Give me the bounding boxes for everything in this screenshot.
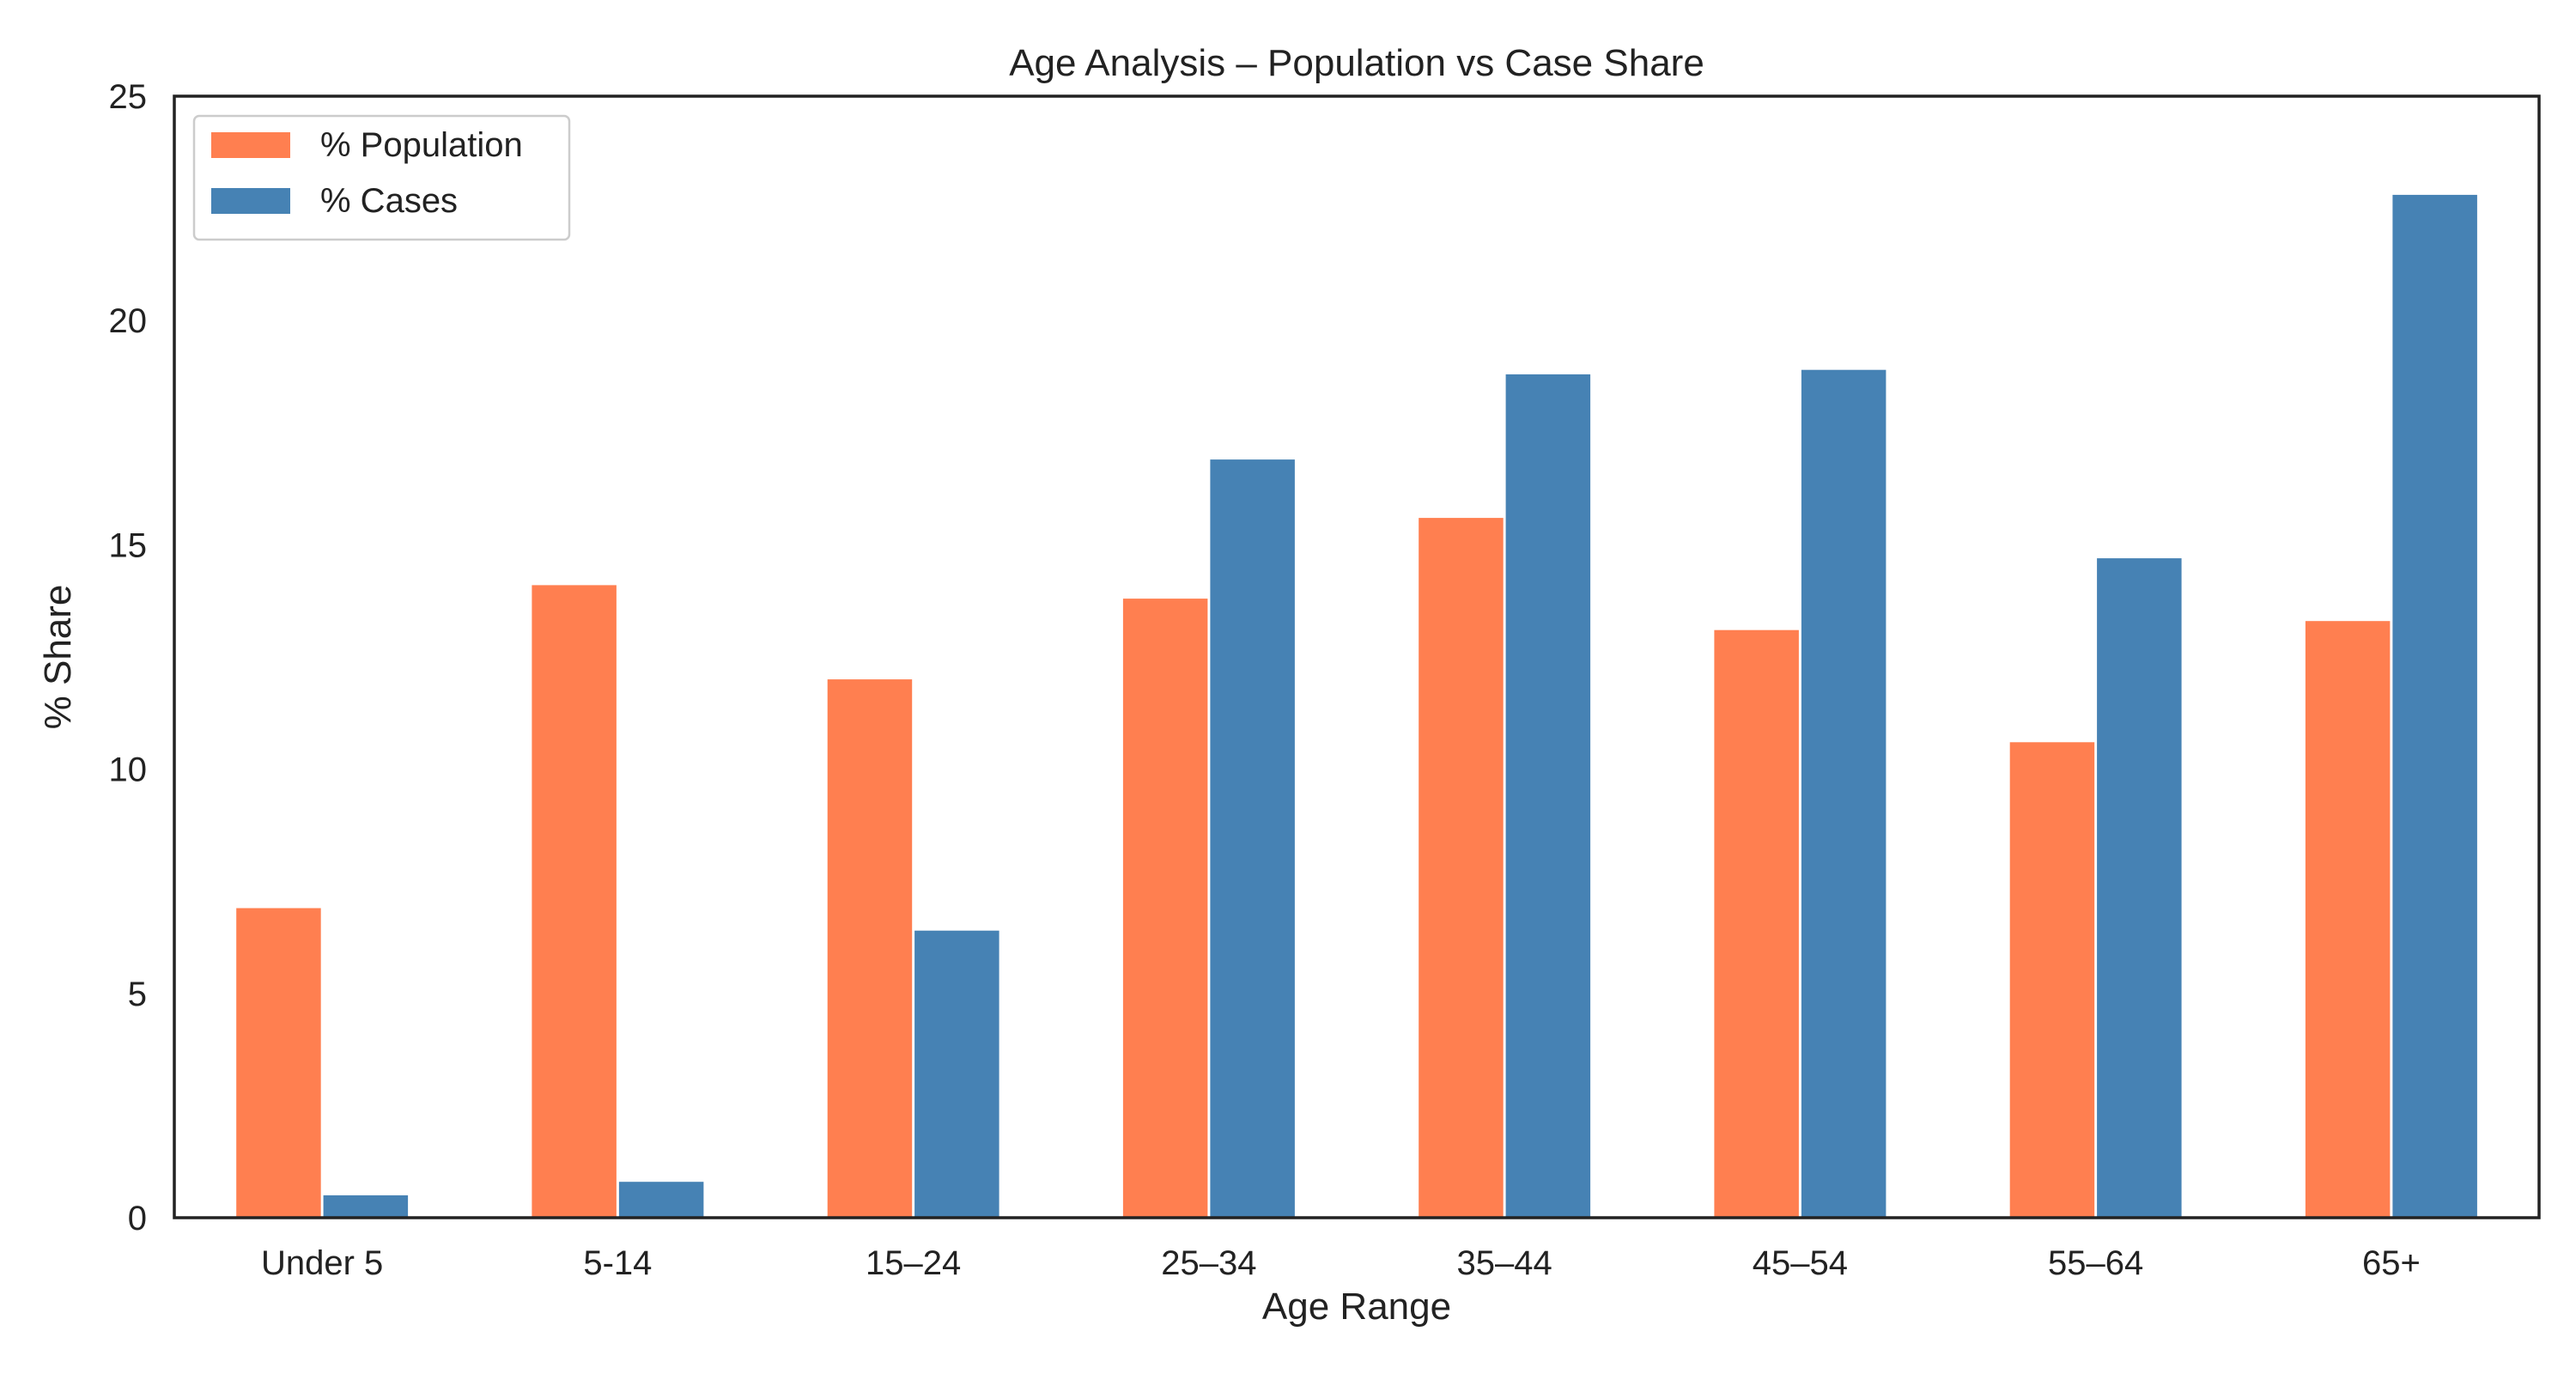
x-axis: Under 5 5-14 15–24 25–34 35–44 45–54 55–64 65+ [261,1244,2421,1282]
y-axis-label: % Share [37,585,79,730]
x-tick-label: 25–34 [1161,1244,1256,1282]
legend-label-cases: % Cases [320,182,458,220]
bars-layer [236,194,2477,1218]
bar-cases-8 [2392,194,2477,1218]
chart-title: Age Analysis – Population vs Case Share [1009,42,1704,84]
legend-swatch-population [211,132,290,158]
y-tick-label: 25 [109,78,148,116]
plot-frame [173,94,2541,1219]
x-tick-label: 65+ [2362,1244,2421,1282]
bar-population-4 [1122,599,1208,1218]
bar-population-1 [236,908,321,1218]
bar-population-2 [532,585,617,1218]
legend-swatch-cases [211,188,290,214]
bar-population-6 [1714,629,1799,1218]
bar-population-3 [827,679,913,1218]
bar-population-7 [2009,742,2095,1218]
y-tick-label: 15 [109,526,148,564]
bar-cases-3 [914,930,999,1218]
x-tick-label: 5-14 [583,1244,652,1282]
bar-cases-2 [618,1182,704,1218]
y-tick-label: 10 [109,751,148,789]
legend-label-population: % Population [320,126,523,164]
bar-cases-5 [1505,374,1591,1218]
bar-population-5 [1419,518,1504,1218]
bar-cases-4 [1210,459,1295,1218]
x-tick-label: Under 5 [261,1244,383,1282]
y-tick-label: 0 [128,1200,147,1237]
y-tick-label: 20 [109,302,148,340]
y-tick-label: 5 [128,976,147,1013]
legend: % Population % Cases [192,114,571,241]
y-axis: 0 5 10 15 20 25 [109,78,148,1237]
x-tick-label: 35–44 [1456,1244,1552,1282]
x-tick-label: 45–54 [1753,1244,1848,1282]
x-axis-label: Age Range [1262,1286,1451,1328]
bar-cases-6 [1801,369,1886,1218]
x-tick-label: 15–24 [866,1244,961,1282]
bar-cases-1 [323,1195,409,1218]
bar-cases-7 [2097,558,2182,1218]
bar-population-8 [2305,621,2391,1218]
x-tick-label: 55–64 [2048,1244,2143,1282]
